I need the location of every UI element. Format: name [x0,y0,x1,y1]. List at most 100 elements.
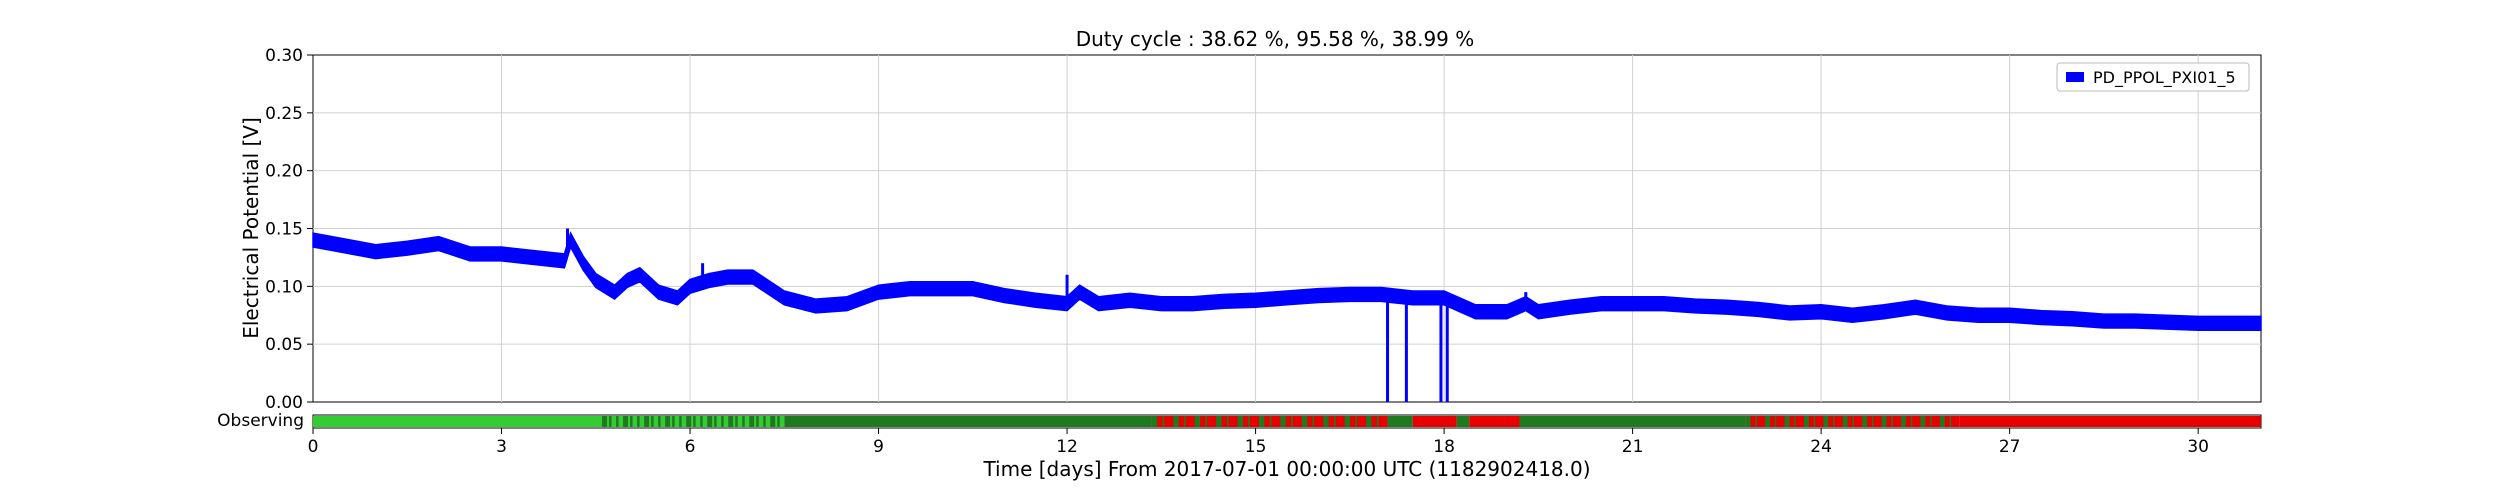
y-tick-label: 0.25 [265,104,303,124]
state-segment [1205,416,1208,427]
state-segment [1920,416,1926,427]
state-segment [1312,416,1315,427]
state-segment [609,416,612,427]
state-segment [1519,416,1746,427]
x-tick-label: 30 [2187,437,2209,457]
state-segment [630,416,633,427]
y-tick-label: 0.15 [265,220,303,240]
legend-box [2056,62,2250,92]
state-segment [1842,416,1848,427]
state-segment [1151,416,1158,427]
state-segment [1871,416,1874,427]
state-segment [1852,416,1855,427]
state-segment [1259,416,1265,427]
state-segment [1344,416,1351,427]
state-segment [1248,416,1250,427]
state-segment [1833,416,1835,427]
state-segment [1813,416,1816,427]
state-segment [749,416,755,427]
x-tick-label: 24 [1810,437,1832,457]
state-segment [1959,416,2261,427]
legend-swatch [2066,72,2084,82]
state-segment [1269,416,1272,427]
state-segment [1280,416,1286,427]
y-tick-label: 0.30 [265,46,303,66]
state-segment [1333,416,1336,427]
state-segment [1823,416,1829,427]
state-segment [1323,416,1329,427]
state-segment [602,416,607,427]
state-segment [1366,416,1372,427]
state-segment [735,416,738,427]
state-segment [1794,416,1796,427]
x-tick-label: 9 [873,437,884,457]
state-segment [1376,416,1379,427]
x-axis-label: Time [days] From 2017-07-01 00:00:00 UTC… [982,457,1590,481]
x-tick-label: 0 [308,437,319,457]
x-tick-label: 12 [1056,437,1078,457]
y-tick-label: 0.20 [265,162,303,182]
state-segment [651,416,654,427]
state-segment [1901,416,1906,427]
state-segment [1803,416,1809,427]
x-tick-label: 21 [1622,437,1644,457]
state-segment [721,416,724,427]
state-segment [1862,416,1868,427]
state-segment [1469,416,1520,427]
state-segment [1237,416,1243,427]
state-segment [1355,416,1358,427]
state-segment [665,416,671,427]
state-segment [1412,416,1457,427]
state-segment [1301,416,1308,427]
state-segment [1949,416,1952,427]
state-segment [728,416,734,427]
state-segment [714,416,717,427]
state-segment [784,416,1152,427]
x-tick-label: 27 [1999,437,2021,457]
state-segment [686,416,692,427]
state-segment [658,416,661,427]
x-tick-label: 3 [496,437,507,457]
y-tick-label: 0.00 [265,393,303,413]
chart-title: Duty cycle : 38.62 %, 95.58 %, 38.99 % [1076,27,1475,51]
legend: PD_PPOL_PXI01_5 [2056,62,2250,92]
y-tick-label: 0.10 [265,277,303,297]
x-tick-label: 15 [1245,437,1267,457]
state-segment [679,416,682,427]
state-segment [623,416,628,427]
state-segment [1216,416,1222,427]
state-segment [1881,416,1887,427]
state-segment [1291,416,1293,427]
state-segments [313,416,2261,427]
x-axis-ticks: 0 3 6 9 12 15 18 21 24 27 30 [308,428,2209,457]
state-segment [616,416,619,427]
y-tick-label: 0.05 [265,335,303,355]
state-segment [1387,416,1413,427]
state-segment [1939,416,1945,427]
state-segment [707,416,713,427]
state-segment [1765,416,1771,427]
state-segment [693,416,696,427]
state-segment [1930,416,1932,427]
state-segment [756,416,759,427]
state-segment [1784,416,1790,427]
state-segment [1456,416,1470,427]
state-segment [770,416,776,427]
state-segment [1755,416,1757,427]
state-segment [700,416,703,427]
state-segment [644,416,650,427]
x-tick-label: 6 [685,437,696,457]
grid-y [313,112,2261,345]
state-segment [1910,416,1913,427]
state-segment [777,416,780,427]
plot-area: 0.00 0.05 0.10 0.15 0.20 0.25 0.30 [265,46,2262,413]
observing-state-bar: Observing 0 3 6 9 12 15 18 21 24 27 30 [217,411,2262,457]
series-band [312,228,2262,402]
state-segment [1151,416,1388,427]
grid-x [501,55,2199,402]
state-segment [1891,416,1893,427]
state-segment [672,416,675,427]
state-segment [1774,416,1777,427]
state-segment [742,416,745,427]
